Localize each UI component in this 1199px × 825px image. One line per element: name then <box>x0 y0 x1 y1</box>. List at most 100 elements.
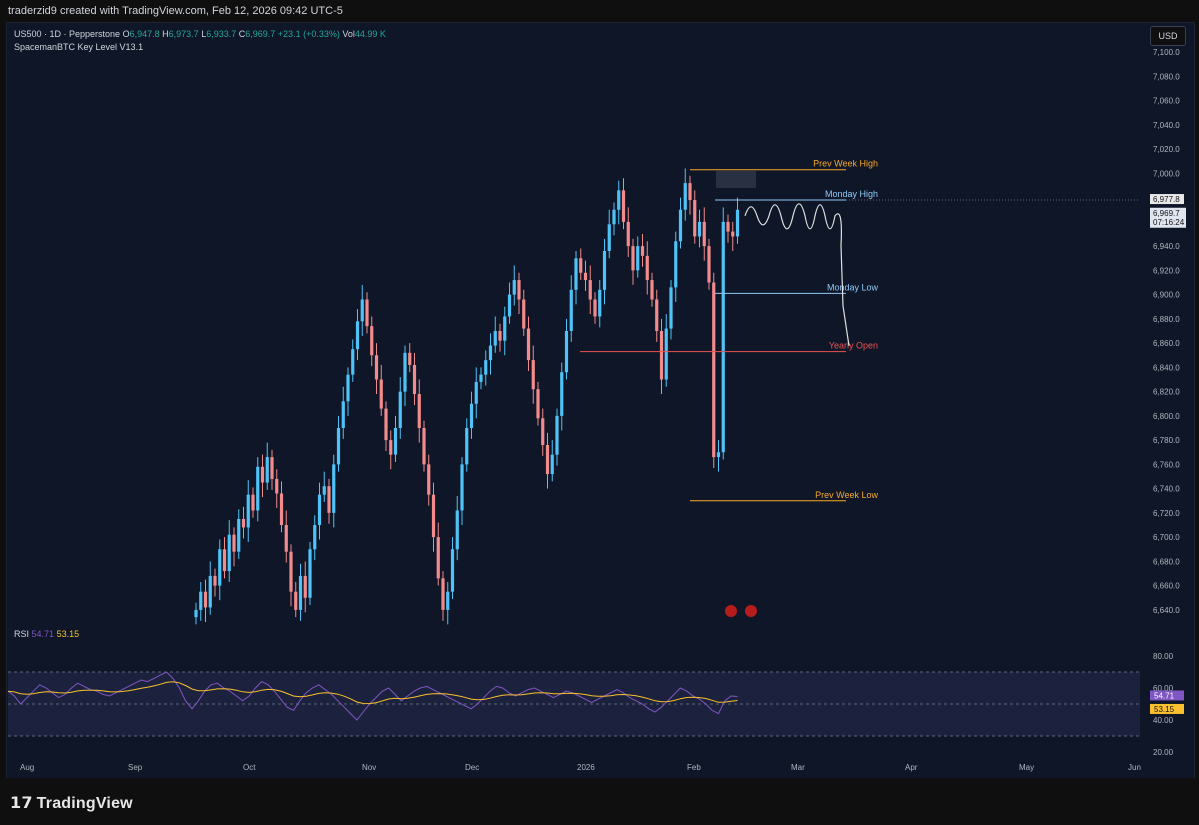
candle-body <box>688 183 692 201</box>
y-tick-label: 6,780.0 <box>1153 436 1180 445</box>
key-level-label: Prev Week High <box>813 159 878 169</box>
rsi-tick-label: 60.00 <box>1153 684 1174 693</box>
candle-body <box>721 221 725 453</box>
candle-body <box>417 394 421 428</box>
y-tick-label: 6,840.0 <box>1153 363 1180 372</box>
chart-legend: US500 · 1D · Pepperstone O6,947.8 H6,973… <box>14 28 386 54</box>
highlight-box <box>716 170 756 188</box>
candle-body <box>389 440 393 455</box>
candle-body <box>289 551 293 592</box>
candle-body <box>716 452 721 458</box>
volume-label: Vol <box>342 29 355 39</box>
rsi-tick-label: 40.00 <box>1153 716 1174 725</box>
indicator-label[interactable]: SpacemanBTC Key Level V13.1 <box>14 42 144 52</box>
candle-body <box>446 591 450 610</box>
candle-body <box>493 331 497 346</box>
open-label: O <box>122 29 130 39</box>
close-label: C <box>238 29 246 39</box>
chart-frame[interactable] <box>6 22 1195 779</box>
rsi-ma-value: 53.15 <box>56 629 80 639</box>
candle-body <box>503 316 507 341</box>
candle-body <box>631 246 635 271</box>
high-badge-text: 6,977.8 <box>1153 195 1180 204</box>
candle-body <box>336 428 341 465</box>
candle-body <box>598 289 602 317</box>
candle-body <box>560 372 564 416</box>
key-level-label: Monday Low <box>827 282 879 292</box>
high-badge <box>1150 194 1184 205</box>
candle-body <box>593 299 597 317</box>
rsi-pane: 80.00 60.00 40.00 20.00 54.71 53.15 <box>7 652 1184 757</box>
candle-body <box>517 280 521 300</box>
candle-body <box>465 428 469 465</box>
candle-body <box>621 190 626 222</box>
candle-body <box>393 428 398 455</box>
rsi-ma-line <box>7 681 738 705</box>
candle-body <box>712 282 716 458</box>
candle-body <box>322 486 326 495</box>
candle-body <box>636 246 640 271</box>
us-flag-icon <box>725 605 737 617</box>
candle-body <box>678 209 683 242</box>
change-value: +23.1 (+0.33%) <box>277 29 340 39</box>
y-tick-label: 7,060.0 <box>1153 97 1180 106</box>
top-credit-bar: traderzid9 created with TradingView.com,… <box>0 0 1199 22</box>
y-tick-label: 6,680.0 <box>1153 557 1180 566</box>
last-price-text: 6,969.7 <box>1153 209 1180 218</box>
x-tick-label: Oct <box>243 763 256 772</box>
x-tick-label: Apr <box>905 763 918 772</box>
rsi-label[interactable]: RSI <box>14 629 30 639</box>
volume-value: 44.99 K <box>354 29 386 39</box>
candle-body <box>412 364 417 395</box>
candle-body <box>365 299 369 327</box>
us-flag-icon <box>745 605 757 617</box>
rsi-value-badge <box>1150 690 1184 701</box>
candle-body <box>674 241 678 288</box>
candle-body <box>645 255 649 281</box>
candle-body <box>237 518 241 552</box>
y-tick-label: 6,740.0 <box>1153 485 1180 494</box>
symbol-label[interactable]: US500 · 1D · Pepperstone <box>14 29 121 39</box>
y-tick-label: 7,020.0 <box>1153 145 1180 154</box>
candle-body <box>374 355 379 380</box>
rsi-legend: RSI 54.71 53.15 <box>14 629 79 639</box>
tv-logo-icon: 𝟭𝟳 <box>10 795 33 812</box>
candle-body <box>522 299 526 329</box>
y-tick-label: 6,660.0 <box>1153 582 1180 591</box>
candle-body <box>455 510 459 550</box>
candle-body <box>327 486 331 513</box>
candle-body <box>602 250 607 290</box>
candle-body <box>379 379 383 409</box>
rsi-value-badge-text: 54.71 <box>1154 691 1175 700</box>
candle-body <box>241 518 246 528</box>
candle-body <box>650 280 654 300</box>
candle-body <box>246 494 250 528</box>
candle-body <box>726 221 730 232</box>
key-level-label: Prev Week Low <box>815 490 878 500</box>
candle-body <box>265 457 269 483</box>
candle-body <box>222 549 227 572</box>
candle-body <box>199 591 203 610</box>
tradingview-logo[interactable]: 𝟭𝟳 TradingView <box>10 793 133 813</box>
credit-text: traderzid9 created with TradingView.com,… <box>8 5 343 17</box>
x-tick-label: Aug <box>20 763 34 772</box>
y-tick-label: 7,040.0 <box>1153 121 1180 130</box>
x-tick-label: Jun <box>1128 763 1141 772</box>
candle-body <box>512 280 516 295</box>
x-tick-label: 2026 <box>577 763 595 772</box>
candle-body <box>526 328 531 361</box>
y-tick-label: 6,760.0 <box>1153 460 1180 469</box>
currency-button[interactable]: USD <box>1150 26 1186 46</box>
candle-body <box>260 466 265 483</box>
last-price-badge <box>1150 207 1186 228</box>
x-tick-label: Nov <box>362 763 376 772</box>
candle-body <box>484 360 488 375</box>
candle-body <box>555 415 559 455</box>
candle-body <box>541 418 545 445</box>
candle-body <box>232 534 236 552</box>
candle-body <box>550 454 554 475</box>
key-level-label: Yearly Open <box>829 341 878 351</box>
x-tick-label: Sep <box>128 763 143 772</box>
candle-body <box>460 464 464 511</box>
